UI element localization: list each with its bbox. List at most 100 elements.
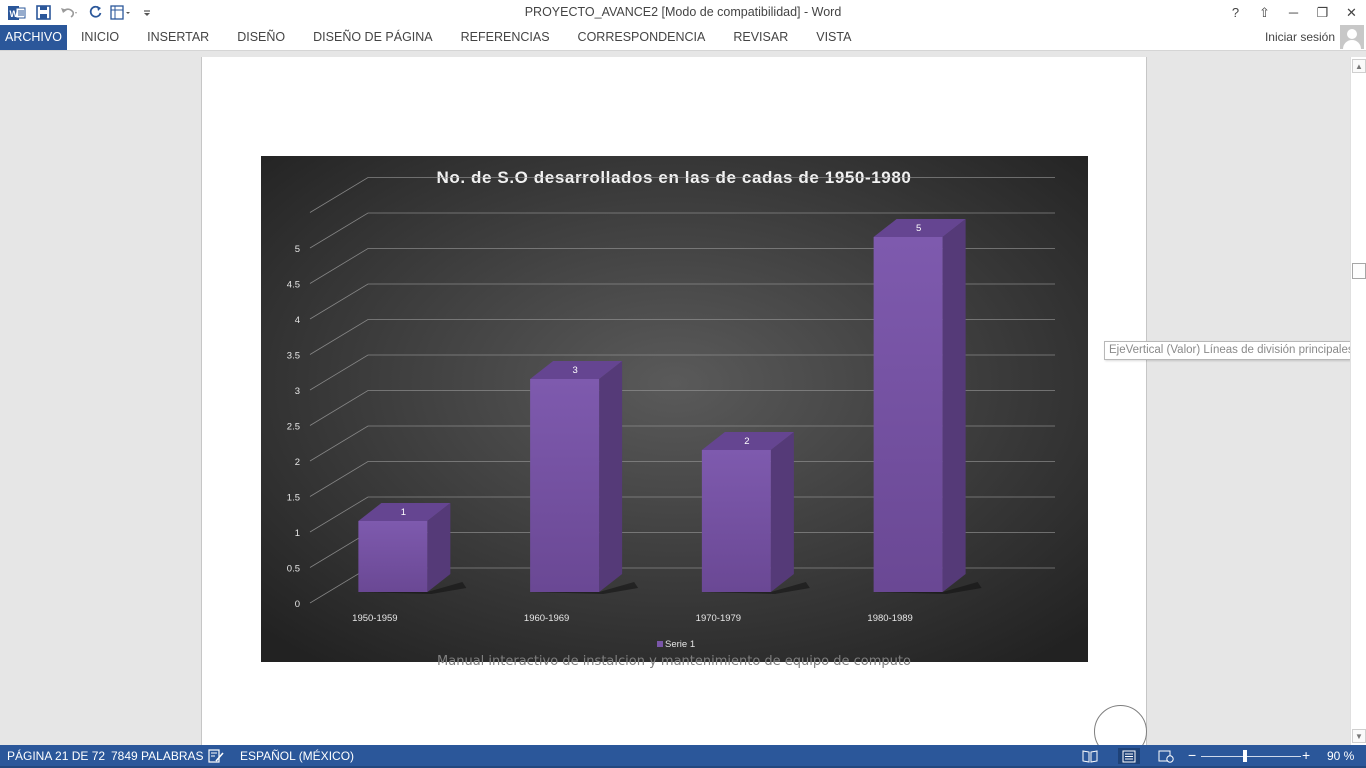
- page-footer-text: Manual interactivo de instalcion y mante…: [437, 654, 911, 669]
- y-tick-label: 1: [295, 528, 300, 539]
- y-tick-label: 0.5: [287, 564, 300, 575]
- bar-side: [942, 219, 966, 592]
- print-layout-icon[interactable]: [1118, 748, 1140, 764]
- vertical-scrollbar[interactable]: ▲ ▼: [1350, 57, 1366, 745]
- y-axis-tick-labels: 0 0.5 1 1.5 2 2.5 3 3.5 4 4.5 5: [287, 244, 300, 610]
- window-controls: ? ⇧ ─ ❐ ✕: [1221, 0, 1366, 25]
- tab-revisar[interactable]: REVISAR: [733, 30, 789, 44]
- y-tick-label: 4.5: [287, 280, 300, 291]
- zoom-slider-thumb[interactable]: [1243, 750, 1247, 762]
- bar: [530, 379, 600, 592]
- chart-3d-column[interactable]: No. de S.O desarrollados en las de cadas…: [261, 156, 1088, 662]
- bar-top: [873, 219, 966, 237]
- window-title: PROYECTO_AVANCE2 [Modo de compatibilidad…: [524, 5, 842, 19]
- bar-shadow: [873, 582, 982, 594]
- minimize-icon[interactable]: ─: [1288, 5, 1299, 20]
- close-icon[interactable]: ✕: [1346, 4, 1357, 20]
- title-bar: W PROYECTO_AVANCE2 [Modo de compatibilid…: [0, 0, 1366, 25]
- bar: [358, 521, 428, 592]
- gridline: [309, 425, 1055, 462]
- avatar[interactable]: [1340, 25, 1364, 49]
- zoom-slider-track[interactable]: [1201, 756, 1301, 757]
- gridline: [309, 212, 1055, 249]
- tab-diseno[interactable]: DISEÑO: [237, 30, 286, 44]
- tab-vista[interactable]: VISTA: [816, 30, 852, 44]
- bar: [873, 237, 943, 592]
- data-label: 2: [744, 436, 749, 447]
- read-mode-icon[interactable]: [1081, 748, 1099, 764]
- gridline: [309, 283, 1055, 320]
- y-tick-label: 2.5: [287, 422, 300, 433]
- zoom-out-button[interactable]: −: [1188, 747, 1197, 763]
- gridline: [309, 461, 1055, 497]
- bottom-edge-strip: [0, 766, 1366, 768]
- quick-access-toolbar: W: [6, 2, 158, 23]
- word-count[interactable]: 7849 PALABRAS: [111, 749, 204, 763]
- restore-icon[interactable]: ❐: [1316, 4, 1329, 20]
- bar-top: [530, 361, 623, 379]
- bar-top: [358, 503, 451, 521]
- status-bar: PÁGINA 21 DE 72 7849 PALABRAS ESPAÑOL (M…: [0, 745, 1366, 768]
- gridlines: [309, 177, 1055, 604]
- gridline: [309, 496, 1055, 533]
- gridline: [309, 177, 1055, 213]
- gridline: [309, 248, 1055, 284]
- x-tick-label: 1970-1979: [696, 613, 741, 624]
- save-icon[interactable]: [32, 2, 54, 23]
- ribbon-tabs-bar: ARCHIVO INICIO INSERTAR DISEÑO DISEÑO DE…: [0, 25, 1366, 51]
- tab-correspondencia[interactable]: CORRESPONDENCIA: [577, 30, 706, 44]
- table-icon[interactable]: [110, 2, 132, 23]
- x-tick-label: 1950-1959: [352, 613, 397, 624]
- legend[interactable]: Serie 1: [657, 639, 695, 650]
- bar-shadow: [358, 582, 467, 594]
- tab-inicio[interactable]: INICIO: [80, 30, 120, 44]
- y-tick-label: 5: [295, 244, 300, 255]
- proofing-icon[interactable]: [208, 748, 224, 767]
- zoom-in-button[interactable]: +: [1302, 747, 1311, 763]
- data-label: 1: [401, 507, 406, 518]
- data-label: 5: [916, 223, 921, 234]
- tab-archivo[interactable]: ARCHIVO: [0, 25, 67, 50]
- ribbon-display-icon[interactable]: ⇧: [1259, 4, 1270, 20]
- bar-top: [701, 432, 794, 450]
- page-indicator[interactable]: PÁGINA 21 DE 72: [7, 749, 106, 763]
- gridline: [309, 354, 1055, 391]
- zoom-level[interactable]: 90 %: [1327, 749, 1355, 763]
- tab-diseno-de-pagina[interactable]: DISEÑO DE PÁGINA: [313, 30, 433, 44]
- undo-icon[interactable]: [58, 2, 80, 23]
- tab-insertar[interactable]: INSERTAR: [147, 30, 210, 44]
- scroll-up-arrow-icon[interactable]: ▲: [1352, 59, 1366, 73]
- bar-side: [427, 503, 451, 592]
- language-indicator[interactable]: ESPAÑOL (MÉXICO): [240, 749, 355, 763]
- y-tick-label: 4: [295, 315, 300, 326]
- word-logo-icon[interactable]: W: [6, 2, 28, 23]
- help-icon[interactable]: ?: [1231, 5, 1240, 20]
- web-layout-icon[interactable]: [1157, 748, 1175, 764]
- chart-tooltip: EjeVertical (Valor) Líneas de división p…: [1104, 341, 1365, 360]
- bar-side: [770, 432, 794, 592]
- y-tick-label: 0: [295, 599, 300, 610]
- scroll-down-arrow-icon[interactable]: ▼: [1352, 729, 1366, 743]
- x-tick-label: 1960-1969: [524, 613, 569, 624]
- y-tick-label: 3.5: [287, 351, 300, 362]
- data-label: 3: [572, 365, 577, 376]
- bar-shadow: [530, 582, 639, 594]
- legend-label: Serie 1: [665, 639, 695, 650]
- avatar-body: [1343, 40, 1361, 49]
- tab-referencias[interactable]: REFERENCIAS: [460, 30, 550, 44]
- gridline: [309, 390, 1055, 426]
- redo-icon[interactable]: [84, 2, 106, 23]
- avatar-head: [1347, 29, 1357, 39]
- x-axis-tick-labels: 1950-1959 1960-1969 1970-1979 1980-1989: [352, 613, 913, 624]
- bar-shadow: [701, 582, 810, 594]
- word-logo-letter: W: [10, 9, 19, 19]
- y-tick-label: 3: [295, 386, 300, 397]
- signin-link[interactable]: Iniciar sesión: [1264, 30, 1335, 44]
- scroll-thumb[interactable]: [1352, 263, 1366, 279]
- customize-icon[interactable]: [136, 2, 158, 23]
- bars: 1 3 2 5: [358, 219, 982, 594]
- y-tick-label: 1.5: [287, 493, 300, 504]
- legend-swatch: [657, 641, 663, 647]
- x-tick-label: 1980-1989: [867, 613, 912, 624]
- bar-side: [599, 361, 623, 592]
